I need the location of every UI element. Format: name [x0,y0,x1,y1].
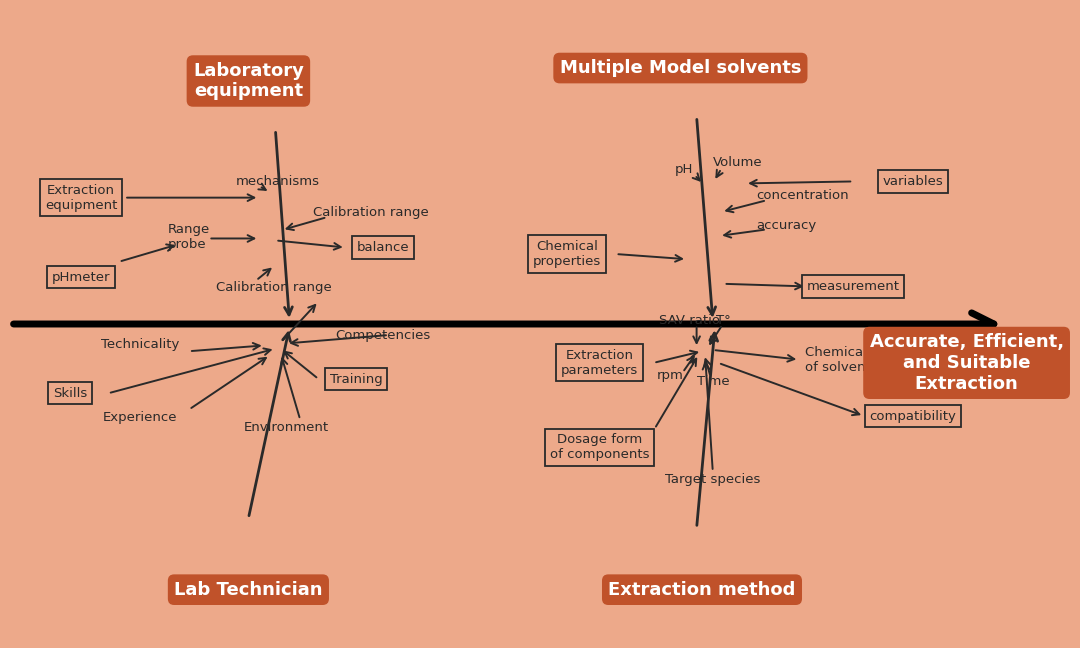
Text: pH: pH [674,163,693,176]
Text: Technicality: Technicality [102,338,179,351]
Text: Chemical
properties: Chemical properties [532,240,602,268]
Text: T°: T° [716,314,731,327]
Text: Skills: Skills [53,387,87,400]
Text: Lab Technician: Lab Technician [174,581,323,599]
Text: balance: balance [357,241,409,254]
Text: mechanisms: mechanisms [235,175,320,188]
Text: Extraction
parameters: Extraction parameters [561,349,638,377]
Text: rpm: rpm [657,369,684,382]
Text: Multiple Model solvents: Multiple Model solvents [559,59,801,77]
Text: Range
probe: Range probe [167,222,210,251]
Text: Environment: Environment [244,421,328,434]
Text: Volume: Volume [713,156,762,168]
Text: variables: variables [882,175,943,188]
Text: Time: Time [697,375,729,388]
Text: accuracy: accuracy [756,219,816,232]
Text: Accurate, Efficient,
and Suitable
Extraction: Accurate, Efficient, and Suitable Extrac… [869,333,1064,393]
Text: Dosage form
of components: Dosage form of components [550,433,649,461]
Text: pHmeter: pHmeter [52,271,110,284]
Text: Calibration range: Calibration range [216,281,332,294]
Text: Calibration range: Calibration range [313,206,429,219]
Text: measurement: measurement [807,280,900,293]
Text: Extraction
equipment: Extraction equipment [44,183,118,212]
Text: SAV ratio: SAV ratio [659,314,719,327]
Text: Target species: Target species [665,473,760,486]
Text: Laboratory
equipment: Laboratory equipment [193,62,303,100]
Text: compatibility: compatibility [869,410,956,422]
Text: concentration: concentration [756,189,849,202]
Text: Experience: Experience [104,411,177,424]
Text: Competencies: Competencies [335,329,430,342]
Text: Chemical properties
of solvent: Chemical properties of solvent [805,345,939,374]
Text: Extraction method: Extraction method [608,581,796,599]
Text: Training: Training [330,373,382,386]
